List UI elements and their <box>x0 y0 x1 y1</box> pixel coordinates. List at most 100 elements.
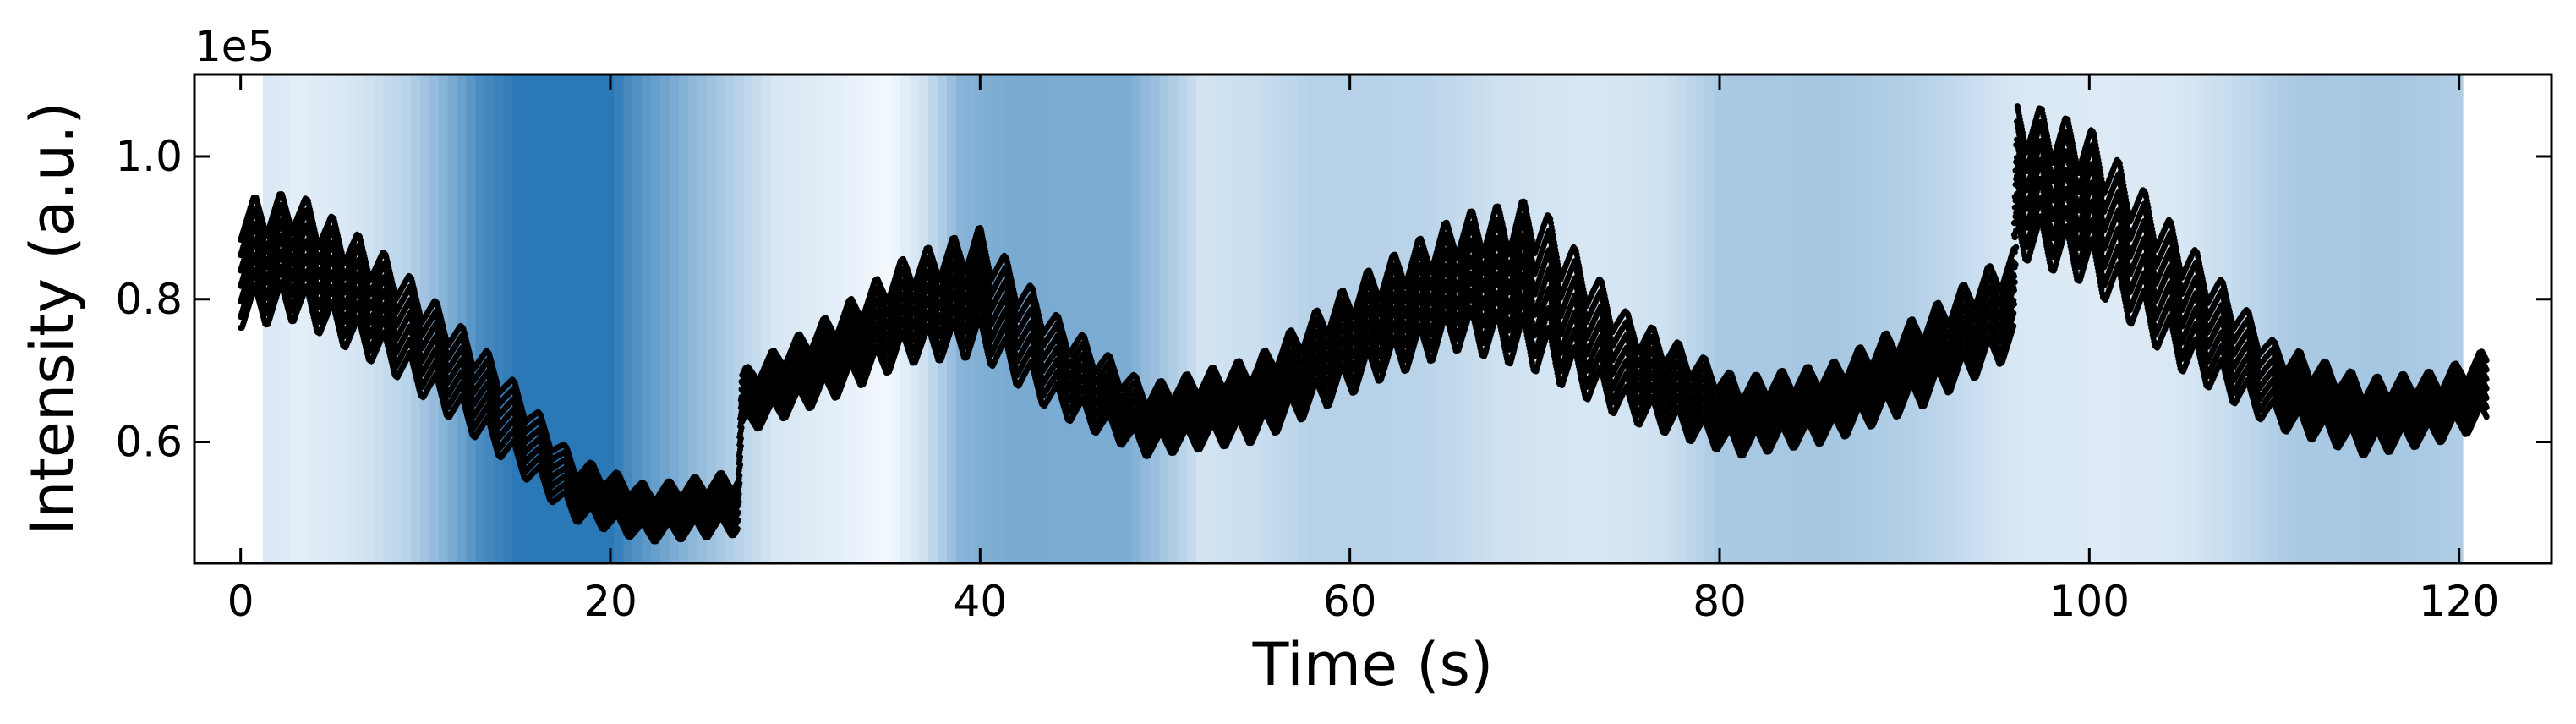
shading-band <box>1196 74 1206 563</box>
shading-band <box>1123 74 1133 563</box>
shading-band <box>1779 74 1789 563</box>
shading-band <box>1696 74 1706 563</box>
shading-band <box>1159 74 1169 563</box>
y-tick-label: 0.8 <box>115 275 183 324</box>
shading-band <box>1640 74 1650 563</box>
shading-band <box>1668 74 1678 563</box>
shading-band <box>1298 74 1308 563</box>
shading-band <box>743 74 753 563</box>
shading-band <box>475 74 485 563</box>
shading-band <box>1705 74 1715 563</box>
shading-band <box>780 74 790 563</box>
shading-band <box>2371 74 2381 563</box>
shading-band <box>531 74 541 563</box>
shading-band <box>790 74 800 563</box>
shading-band <box>466 74 476 563</box>
shading-band <box>1132 74 1142 563</box>
shading-band <box>1760 74 1770 563</box>
shading-band <box>1086 74 1096 563</box>
shading-band <box>1677 74 1687 563</box>
shading-band <box>1649 74 1660 563</box>
shading-band <box>1168 74 1179 563</box>
shading-band <box>1687 74 1697 563</box>
x-axis-title: Time (s) <box>1252 630 1494 699</box>
shading-band <box>771 74 781 563</box>
y-tick-label: 1.0 <box>115 132 183 181</box>
shading-band <box>2315 74 2325 563</box>
shading-band <box>484 74 495 563</box>
y-offset-label: 1e5 <box>194 22 274 71</box>
shading-band <box>2268 74 2278 563</box>
shading-band <box>1769 74 1780 563</box>
shading-band <box>1917 74 1928 563</box>
shading-band <box>2260 74 2270 563</box>
shading-band <box>1751 74 1761 563</box>
shading-band <box>1844 74 1854 563</box>
shading-band <box>1816 74 1826 563</box>
x-tick-label: 80 <box>1693 577 1747 626</box>
shading-band <box>2407 74 2417 563</box>
shading-band <box>2444 74 2454 563</box>
shading-band <box>2324 74 2334 563</box>
shading-band <box>1788 74 1798 563</box>
shading-band <box>1852 74 1862 563</box>
shading-band <box>503 74 513 563</box>
shading-band <box>2398 74 2409 563</box>
shading-band <box>2287 74 2297 563</box>
shading-band <box>1252 74 1262 563</box>
shading-band <box>1732 74 1742 563</box>
shading-band <box>1742 74 1752 563</box>
shading-band <box>457 74 468 563</box>
shading-band <box>1095 74 1105 563</box>
shading-band <box>2426 74 2436 563</box>
shading-band <box>1104 74 1114 563</box>
x-tick-label: 0 <box>227 577 254 626</box>
x-tick-label: 100 <box>2049 577 2130 626</box>
x-tick-label: 20 <box>583 577 637 626</box>
shading-band <box>1151 74 1161 563</box>
x-tick-label: 60 <box>1323 577 1377 626</box>
shading-band <box>1714 74 1724 563</box>
shading-band <box>1807 74 1817 563</box>
x-tick-label: 40 <box>954 577 1008 626</box>
shading-band <box>512 74 522 563</box>
shading-band <box>448 74 458 563</box>
shading-band <box>1631 74 1641 563</box>
shading-band <box>1280 74 1290 563</box>
shading-band <box>2305 74 2316 563</box>
shading-band <box>2380 74 2390 563</box>
shading-band <box>1797 74 1808 563</box>
shading-band <box>808 74 818 563</box>
shading-band <box>1243 74 1253 563</box>
shading-band <box>1076 74 1086 563</box>
shading-band <box>300 74 310 563</box>
y-axis-title: Intensity (a.u.) <box>18 101 87 535</box>
shading-band <box>2296 74 2306 563</box>
shading-band <box>522 74 532 563</box>
shading-band <box>799 74 809 563</box>
shading-band <box>1289 74 1299 563</box>
shading-band <box>1835 74 1845 563</box>
shading-band <box>2416 74 2426 563</box>
shading-band <box>1113 74 1124 563</box>
shading-band <box>2333 74 2344 563</box>
shading-band <box>1178 74 1188 563</box>
x-tick-label: 120 <box>2419 577 2499 626</box>
shading-band <box>762 74 772 563</box>
shading-band <box>1215 74 1225 563</box>
shading-band <box>2453 74 2464 563</box>
shading-band <box>1206 74 1216 563</box>
shading-band <box>494 74 504 563</box>
shading-band <box>1899 74 1909 563</box>
shading-band <box>1261 74 1272 563</box>
shading-band <box>1067 74 1077 563</box>
shading-band <box>2352 74 2362 563</box>
shading-band <box>1187 74 1197 563</box>
shading-band <box>272 74 282 563</box>
y-tick-label: 0.6 <box>115 418 183 467</box>
shading-band <box>2103 74 2113 563</box>
shading-band <box>1880 74 1890 563</box>
shading-band <box>2361 74 2371 563</box>
shading-band <box>2112 74 2122 563</box>
